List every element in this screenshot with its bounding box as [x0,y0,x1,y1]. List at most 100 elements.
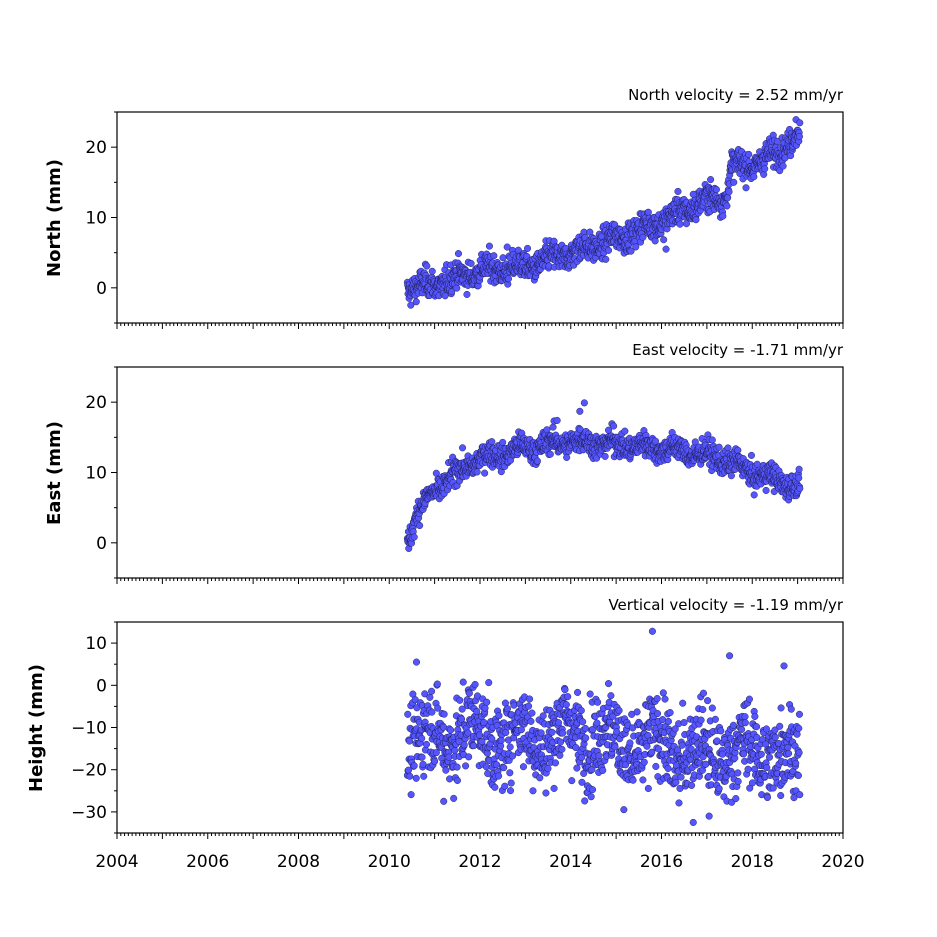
north-data-point [779,162,787,170]
height-data-point [708,704,716,712]
east-panel: East velocity = -1.71 mm/yr East (mm) 0 1… [44,341,844,584]
height-data-point [500,764,508,772]
north-data-point [412,298,420,306]
height-data-point [732,795,740,803]
height-data-point [620,806,628,814]
east-data-point [795,474,803,482]
height-data-point [495,712,503,720]
height-data-point [581,724,589,732]
height-outlier-point [689,818,697,826]
north-data-point [602,255,610,263]
height-data-point [542,789,550,797]
height-x-tick-label: 2020 [821,852,864,872]
north-outlier-point [662,245,670,253]
height-data-point [418,753,426,761]
height-data-point [445,753,453,761]
north-data-point [644,208,652,216]
east-data-point [762,486,770,494]
height-data-point [579,718,587,726]
north-y-tick-label: 20 [85,138,107,158]
height-data-point [439,723,447,731]
height-data-point [677,773,685,781]
east-data-point [549,423,557,431]
height-data-point [420,772,428,780]
height-data-point [557,738,565,746]
height-data-point [493,761,501,769]
height-data-point [407,791,415,799]
east-velocity-title: East velocity = -1.71 mm/yr [632,341,844,359]
height-data-point [604,680,613,688]
height-data-point [434,704,442,712]
north-data-point [463,290,471,298]
east-data-point [621,427,629,435]
height-data-point [589,786,597,794]
height-data-point [765,753,774,761]
height-data-point [450,794,458,802]
height-data-point [581,797,589,805]
height-data-point [595,752,603,760]
north-axes: 0 10 20 [85,111,844,329]
height-data-point [744,765,752,773]
north-plot-frame [116,111,844,324]
height-data-point [456,696,464,704]
height-data-point [639,776,647,784]
height-data-point [795,710,803,718]
height-data-point [406,772,414,780]
north-data-point [499,254,507,262]
height-data-point [734,769,742,777]
height-data-point [699,706,707,714]
height-data-point [699,689,707,697]
height-data-point [626,739,634,747]
height-x-tick-label: 2010 [368,852,411,872]
height-data-point [790,794,798,802]
height-data-point [488,735,496,743]
north-data-point [750,173,758,181]
height-data-point [418,734,426,742]
north-data-point [485,242,493,250]
height-data-point [447,726,455,734]
height-data-point [404,710,412,718]
north-data-point [761,165,769,173]
north-data-point [524,244,532,252]
east-y-tick-label: 20 [85,393,107,413]
height-data-point [776,722,784,730]
height-data-point [497,736,505,744]
height-data-point [795,724,803,732]
height-data-point [506,743,514,751]
height-y-tick-label: −10 [71,719,107,739]
height-data-point [460,741,468,749]
north-data-points [403,116,804,309]
height-data-point [431,757,439,765]
height-data-point [748,779,757,787]
height-data-point [554,719,563,727]
height-data-point [577,706,585,715]
height-data-point [529,787,537,795]
east-outlier-point [580,399,588,407]
height-data-point [410,762,418,770]
height-data-point [659,689,667,697]
height-data-point [655,745,663,753]
north-data-point [712,185,720,194]
north-data-point [632,243,640,251]
east-outlier-point [576,407,584,415]
height-data-point [459,678,467,686]
height-data-point [519,763,527,771]
height-data-point [573,764,581,772]
height-data-point [526,695,534,703]
height-data-point [666,709,674,717]
height-y-tick-label: −30 [71,803,107,823]
east-y-tick-label: 0 [96,534,107,554]
north-data-point [660,236,668,244]
height-data-point [587,793,595,801]
east-y-axis-label: East (mm) [44,421,65,525]
height-data-point [442,766,450,774]
north-data-point [504,275,512,283]
height-data-point [679,699,687,707]
height-data-point [717,727,725,735]
height-panel: Vertical velocity = -1.19 mm/yr Height (… [26,596,865,872]
height-data-point [440,710,448,718]
height-data-point [719,750,727,758]
north-data-point [448,288,456,296]
height-y-axis-label: Height (mm) [26,664,47,792]
north-data-point [719,212,727,220]
